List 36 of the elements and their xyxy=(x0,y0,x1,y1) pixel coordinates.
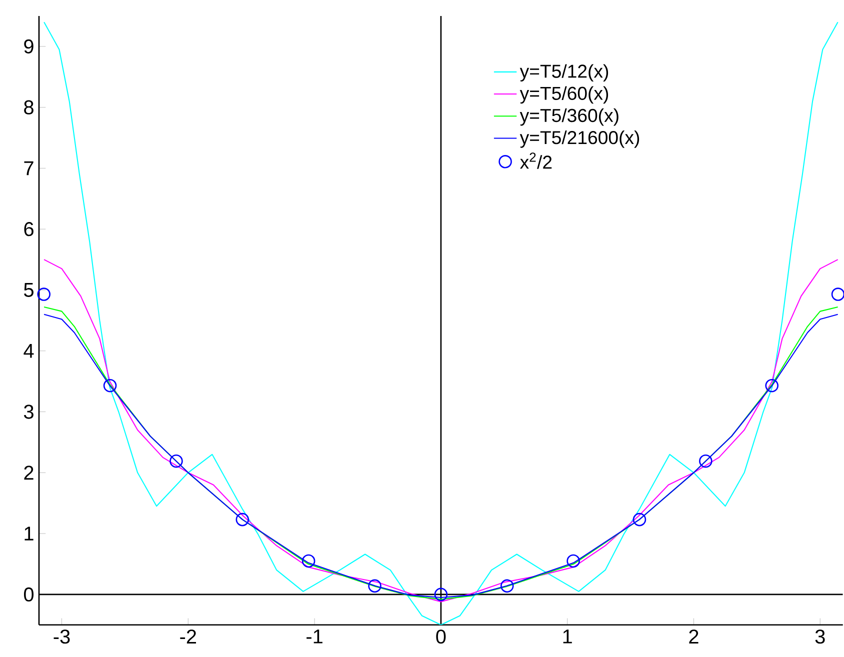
x-tick-label: -1 xyxy=(306,630,322,644)
y-tick-label: 1 xyxy=(24,526,34,540)
point xyxy=(302,554,316,568)
y-tick-label: 8 xyxy=(24,100,34,114)
point xyxy=(236,512,250,526)
legend-label: y=T5/21600(x) xyxy=(520,130,640,148)
x-tick-label: 3 xyxy=(815,630,825,644)
point xyxy=(566,554,580,568)
x-tick-label: -2 xyxy=(180,630,196,644)
y-tick-label: 9 xyxy=(24,39,34,54)
point xyxy=(170,454,183,468)
point xyxy=(368,579,382,593)
point xyxy=(500,579,514,593)
point xyxy=(37,288,50,301)
x-tick-label: 1 xyxy=(563,630,572,644)
point xyxy=(103,379,117,392)
y-tick-label: 0 xyxy=(24,587,34,602)
legend-label: y=T5/60(x) xyxy=(520,86,608,104)
y-tick-label: 3 xyxy=(24,404,34,419)
point xyxy=(765,379,778,392)
point xyxy=(699,454,712,468)
legend-label: y=T5/12(x) xyxy=(520,64,608,82)
x-tick-label: 0 xyxy=(436,630,446,644)
legend-label: y=T5/360(x) xyxy=(520,108,618,126)
line-series xyxy=(44,22,838,625)
legend-label: x$^{2}$/2 xyxy=(520,152,552,169)
x-tick-label: -3 xyxy=(54,630,70,644)
y-tick-label: 5 xyxy=(24,283,34,297)
point xyxy=(831,288,844,301)
y-tick-label: 4 xyxy=(24,344,34,358)
y-tick-label: 2 xyxy=(24,466,34,480)
y-tick-label: 7 xyxy=(24,161,34,176)
point xyxy=(632,512,646,526)
x-tick-label: 2 xyxy=(689,630,698,644)
point xyxy=(434,588,448,602)
y-tick-label: 6 xyxy=(24,222,34,236)
